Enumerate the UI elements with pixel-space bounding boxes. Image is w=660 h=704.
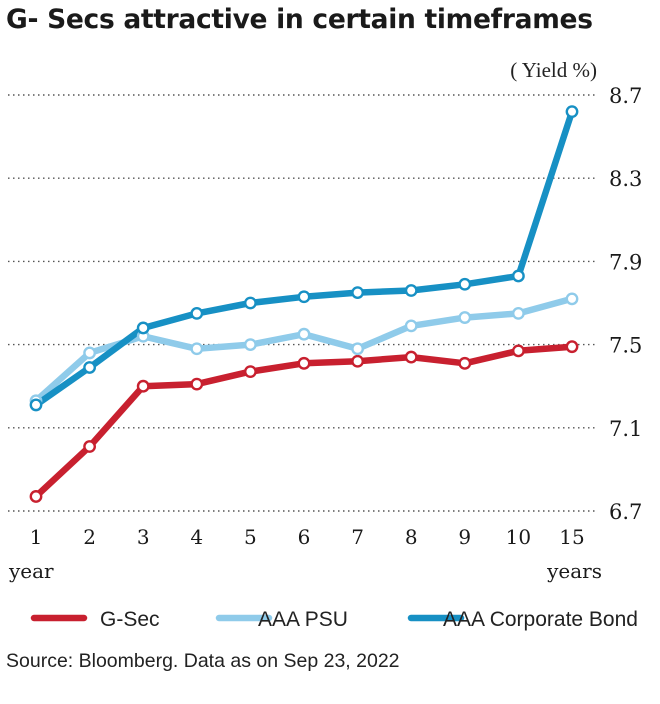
series-lines <box>32 108 576 500</box>
data-point <box>136 379 150 393</box>
y-tick-label: 7.5 <box>609 334 642 358</box>
data-point <box>243 365 257 379</box>
gridlines <box>8 94 595 512</box>
data-point <box>351 342 364 356</box>
data-point <box>190 306 204 320</box>
x-tick-label: 10 <box>506 525 531 549</box>
data-point <box>243 338 257 351</box>
y-tick-label: 6.7 <box>609 500 642 524</box>
data-point <box>297 356 311 370</box>
y-tick-label: 8.7 <box>609 84 642 108</box>
x-tick-label: 15 <box>559 525 584 549</box>
legend-label: G-Sec <box>100 608 160 631</box>
y-axis-unit-label: ( Yield %) <box>510 58 597 82</box>
source-note: Source: Bloomberg. Data as on Sep 23, 20… <box>6 650 400 672</box>
data-point <box>83 361 97 374</box>
data-point <box>565 340 579 354</box>
data-point <box>83 346 97 360</box>
y-tick-label: 7.1 <box>609 417 642 441</box>
data-point <box>29 490 43 503</box>
data-point <box>83 440 97 453</box>
data-point <box>565 105 579 119</box>
data-point <box>458 356 472 370</box>
x-axis-last-caption: years <box>546 559 602 583</box>
series-points <box>29 105 579 503</box>
data-point <box>512 306 525 320</box>
x-tick-label: 4 <box>190 525 203 549</box>
data-point <box>190 342 204 356</box>
x-axis-ticks: 1 2 3 4 5 6 7 8 9 10 15 <box>30 525 585 549</box>
data-point <box>512 344 525 358</box>
x-tick-label: 2 <box>83 525 96 549</box>
x-tick-label: 3 <box>137 525 150 549</box>
data-point <box>512 269 525 283</box>
data-point <box>29 398 43 412</box>
data-point <box>458 277 472 291</box>
chart-title: G- Secs attractive in certain timeframes <box>6 4 593 35</box>
data-point <box>404 350 418 364</box>
x-tick-label: 5 <box>244 525 257 549</box>
legend: G-Sec AAA PSU AAA Corporate Bond <box>30 608 638 631</box>
data-point <box>297 290 311 304</box>
data-point <box>351 354 364 368</box>
y-tick-label: 7.9 <box>609 250 642 274</box>
x-tick-label: 9 <box>458 525 471 549</box>
x-tick-label: 6 <box>298 525 311 549</box>
y-tick-label: 8.3 <box>609 167 642 191</box>
data-point <box>565 292 579 306</box>
data-point <box>458 311 472 324</box>
legend-label: AAA Corporate Bond <box>443 608 638 631</box>
x-tick-label: 7 <box>351 525 364 549</box>
x-tick-label: 1 <box>30 525 43 549</box>
data-point <box>243 296 257 310</box>
y-axis-ticks: 6.7 7.1 7.5 7.9 8.3 8.7 <box>609 84 642 524</box>
data-point <box>136 321 150 335</box>
x-axis-first-caption: year <box>8 559 54 583</box>
x-tick-label: 8 <box>405 525 418 549</box>
legend-label: AAA PSU <box>258 608 348 631</box>
data-point <box>351 286 364 299</box>
data-point <box>404 284 418 297</box>
data-point <box>190 377 204 391</box>
data-point <box>297 327 311 341</box>
data-point <box>404 319 418 333</box>
